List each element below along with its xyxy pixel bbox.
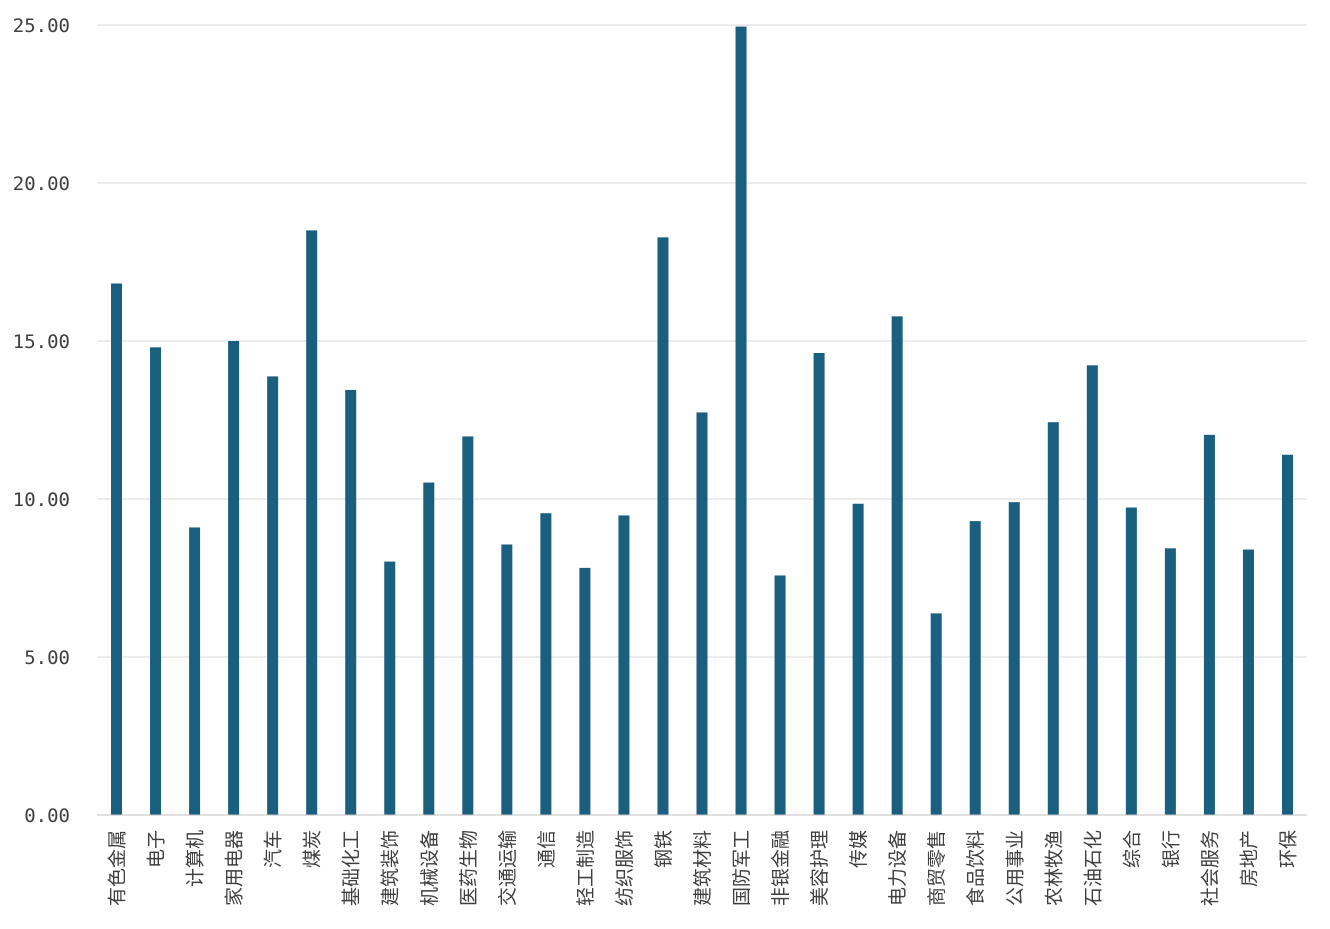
x-tick-label: 社会服务 xyxy=(1199,830,1221,906)
y-tick-label: 5.00 xyxy=(24,647,70,669)
bar xyxy=(306,230,318,815)
x-tick-label: 轻工制造 xyxy=(575,830,597,906)
y-tick-label: 10.00 xyxy=(13,489,70,511)
x-tick-label: 建筑材料 xyxy=(692,830,714,906)
x-tick-label: 煤炭 xyxy=(302,830,324,868)
bar xyxy=(774,575,786,815)
x-tick-label: 美容护理 xyxy=(809,830,831,906)
x-tick-label: 食品饮料 xyxy=(965,830,987,906)
x-tick-label: 钢铁 xyxy=(653,830,675,868)
x-tick-label: 国防军工 xyxy=(731,830,753,906)
bar xyxy=(1008,502,1020,815)
bar xyxy=(618,515,630,815)
bar xyxy=(384,561,396,815)
bar xyxy=(1164,548,1176,815)
bar xyxy=(150,347,162,815)
bar xyxy=(735,26,747,815)
bar xyxy=(1047,422,1059,815)
x-tick-label: 非银金融 xyxy=(770,830,792,906)
x-tick-label: 环保 xyxy=(1277,830,1299,868)
bar xyxy=(228,341,240,815)
bar xyxy=(501,544,513,815)
x-tick-label: 石油石化 xyxy=(1082,830,1104,906)
x-tick-label: 综合 xyxy=(1121,830,1143,868)
x-tick-label: 医药生物 xyxy=(458,830,480,906)
x-tick-label: 电子 xyxy=(146,830,168,868)
bar xyxy=(540,513,552,815)
bars xyxy=(111,26,1293,816)
bar xyxy=(1086,365,1098,815)
x-tick-label: 传媒 xyxy=(848,830,870,868)
bar xyxy=(1281,454,1293,815)
x-tick-label: 汽车 xyxy=(263,830,285,868)
x-tick-label: 电力设备 xyxy=(887,830,909,906)
bar xyxy=(111,283,123,815)
bar xyxy=(579,567,591,815)
x-tick-label: 交通运输 xyxy=(497,830,519,906)
x-tick-label: 通信 xyxy=(536,830,558,868)
x-tick-label: 纺织服饰 xyxy=(614,830,636,906)
gridlines xyxy=(97,24,1307,658)
y-tick-label: 20.00 xyxy=(13,173,70,195)
bar xyxy=(1203,434,1215,815)
x-axis-ticks: 有色金属 电子 计算机 家用电器 汽车 煤炭 基础化工 建筑装饰 机械设备 医药生物 交通运输 通信轻… xyxy=(107,830,1300,906)
x-tick-label: 基础化工 xyxy=(341,830,363,906)
bar xyxy=(423,482,435,815)
bar xyxy=(852,503,864,815)
bar xyxy=(891,316,903,815)
x-tick-label: 房地产 xyxy=(1238,830,1260,887)
bar xyxy=(1242,549,1254,815)
bar xyxy=(696,412,708,815)
y-tick-label: 0.00 xyxy=(24,805,70,827)
x-tick-label: 家用电器 xyxy=(224,830,246,906)
bar xyxy=(345,389,357,815)
y-tick-label: 15.00 xyxy=(13,331,70,353)
x-tick-label: 农林牧渔 xyxy=(1043,830,1065,906)
bar xyxy=(462,436,474,815)
bar xyxy=(189,527,201,815)
y-axis-ticks: 0.00 5.00 10.00 15.00 20.00 25.00 xyxy=(13,15,70,827)
x-tick-label: 机械设备 xyxy=(419,830,441,906)
bar xyxy=(930,613,942,815)
y-tick-label: 25.00 xyxy=(13,15,70,37)
x-tick-label: 有色金属 xyxy=(107,830,129,906)
bar xyxy=(657,237,669,816)
x-tick-label: 建筑装饰 xyxy=(380,830,402,906)
bar xyxy=(267,376,279,815)
bar xyxy=(813,353,825,815)
x-tick-label: 商贸零售 xyxy=(926,830,948,906)
x-tick-label: 银行 xyxy=(1160,830,1182,868)
bar xyxy=(969,521,981,815)
x-tick-label: 公用事业 xyxy=(1004,830,1026,906)
x-tick-label: 计算机 xyxy=(185,830,207,887)
bar xyxy=(1125,507,1137,815)
